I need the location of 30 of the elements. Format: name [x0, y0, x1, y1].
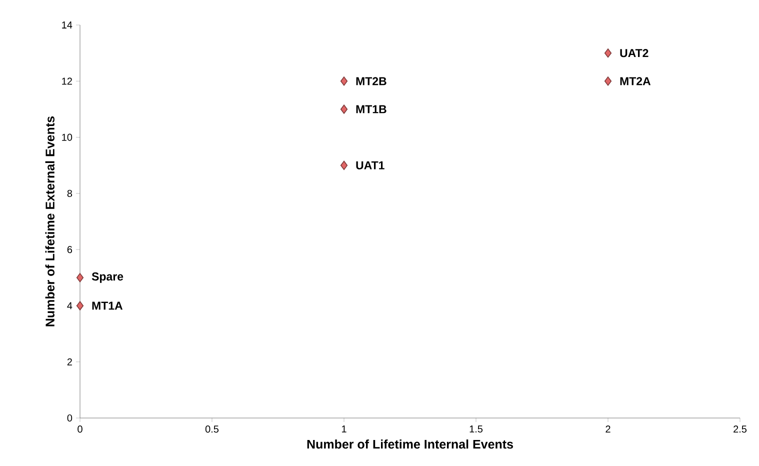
point — [604, 76, 612, 86]
annotation: MT2A — [620, 77, 651, 86]
x-tick-label: 1.5 — [470, 426, 483, 433]
annotation: UAT1 — [356, 161, 384, 170]
annotation: MT1A — [92, 302, 123, 310]
y-tick-label: 6 — [67, 246, 72, 254]
point — [604, 48, 612, 58]
x-tick-label: 2.5 — [734, 426, 747, 433]
y-tick-label: 2 — [67, 358, 72, 366]
y-tick-label: 12 — [62, 78, 72, 85]
y-axis-title: Number of Lifetime External Events — [45, 116, 54, 326]
point — [340, 104, 348, 114]
x-tick-label: 0 — [78, 426, 82, 433]
y-tick-label: 8 — [67, 190, 72, 197]
x-axis-title: Number of Lifetime Internal Events — [307, 439, 513, 449]
annotation: MT2B — [356, 77, 386, 86]
point — [340, 76, 348, 86]
annotation: MT1B — [356, 105, 386, 114]
point — [76, 273, 84, 282]
y-tick-label: 4 — [67, 302, 72, 310]
y-tick-label: 14 — [62, 22, 72, 28]
x-tick-label: 2 — [606, 426, 610, 433]
point — [340, 160, 348, 170]
annotation: Spare — [92, 272, 124, 283]
x-tick-label: 1 — [342, 426, 346, 432]
point — [76, 301, 84, 310]
y-tick-label: 0 — [67, 414, 72, 422]
x-tick-label: 0.5 — [205, 426, 219, 433]
annotation: UAT2 — [620, 49, 648, 58]
y-tick-label: 10 — [62, 134, 72, 141]
